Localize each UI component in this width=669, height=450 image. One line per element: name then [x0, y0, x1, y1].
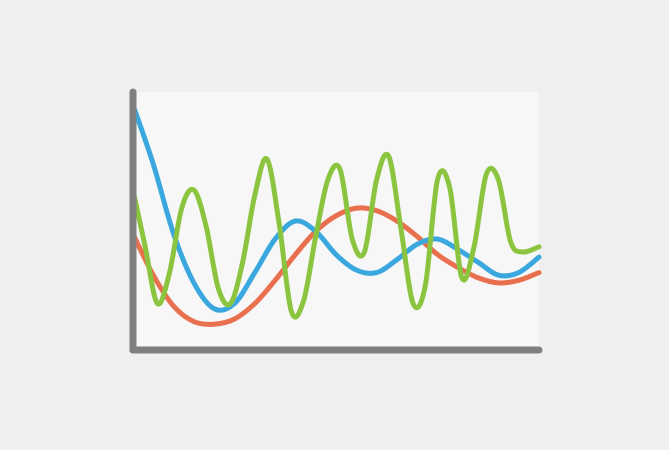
series-line-1: [130, 205, 542, 327]
plot-area: [133, 92, 539, 350]
series-line-3: [130, 151, 542, 320]
series-layer: [130, 102, 542, 327]
